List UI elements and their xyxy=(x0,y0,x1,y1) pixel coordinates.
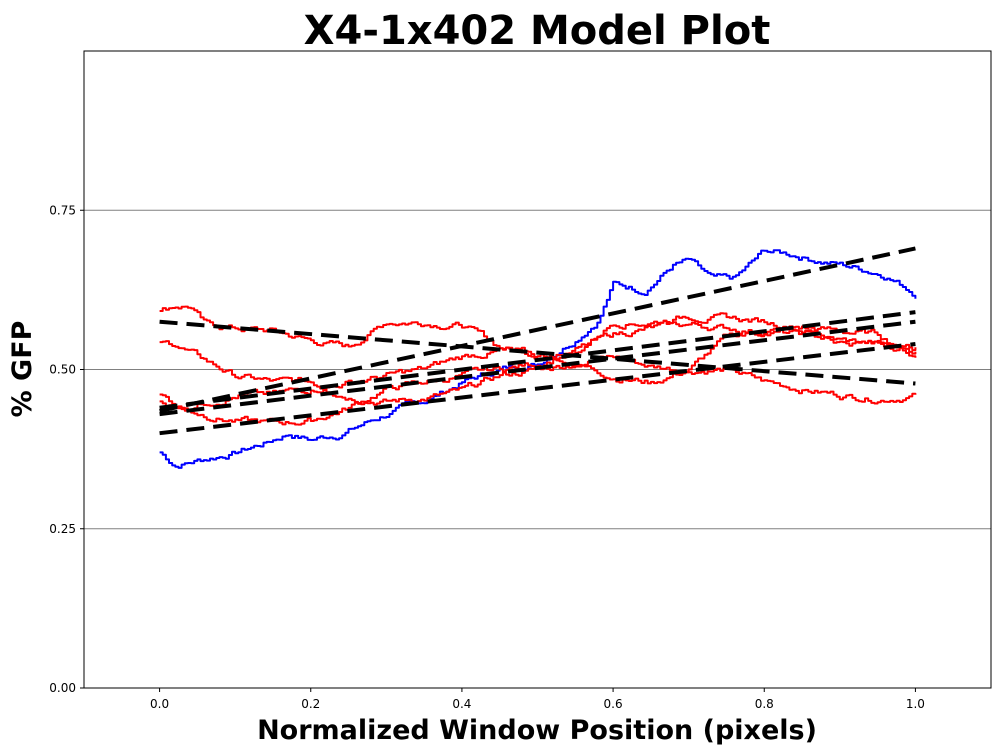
x-tick-label-2: 0.4 xyxy=(452,697,471,711)
y-tick-label-1: 0.25 xyxy=(49,522,76,536)
chart-title: X4-1x402 Model Plot xyxy=(304,8,771,54)
y-tick-label-2: 0.50 xyxy=(49,363,76,377)
x-tick-label-1: 0.2 xyxy=(301,697,320,711)
y-tick-label-3: 0.75 xyxy=(49,203,76,217)
fit-line-3 xyxy=(159,319,916,417)
fit-line-4 xyxy=(159,342,916,436)
x-tick-label-4: 0.8 xyxy=(755,697,774,711)
x-tick-label-3: 0.6 xyxy=(604,697,623,711)
x-tick-label-0: 0.0 xyxy=(150,697,169,711)
series-line-3 xyxy=(159,320,917,426)
fit-line-1 xyxy=(159,319,916,386)
x-tick-label-5: 1.0 xyxy=(906,697,925,711)
fit-line-2 xyxy=(159,310,916,410)
y-tick-label-0: 0.00 xyxy=(49,681,76,695)
x-axis-label: Normalized Window Position (pixels) xyxy=(257,715,817,746)
plot-area xyxy=(159,246,917,469)
fit-line-0 xyxy=(159,246,916,413)
axis-ticks: 0.00 0.25 0.50 0.75 0.0 0.2 0.4 0.6 0.8 1.0 xyxy=(49,203,925,711)
y-axis-label: % GFP xyxy=(7,321,38,418)
